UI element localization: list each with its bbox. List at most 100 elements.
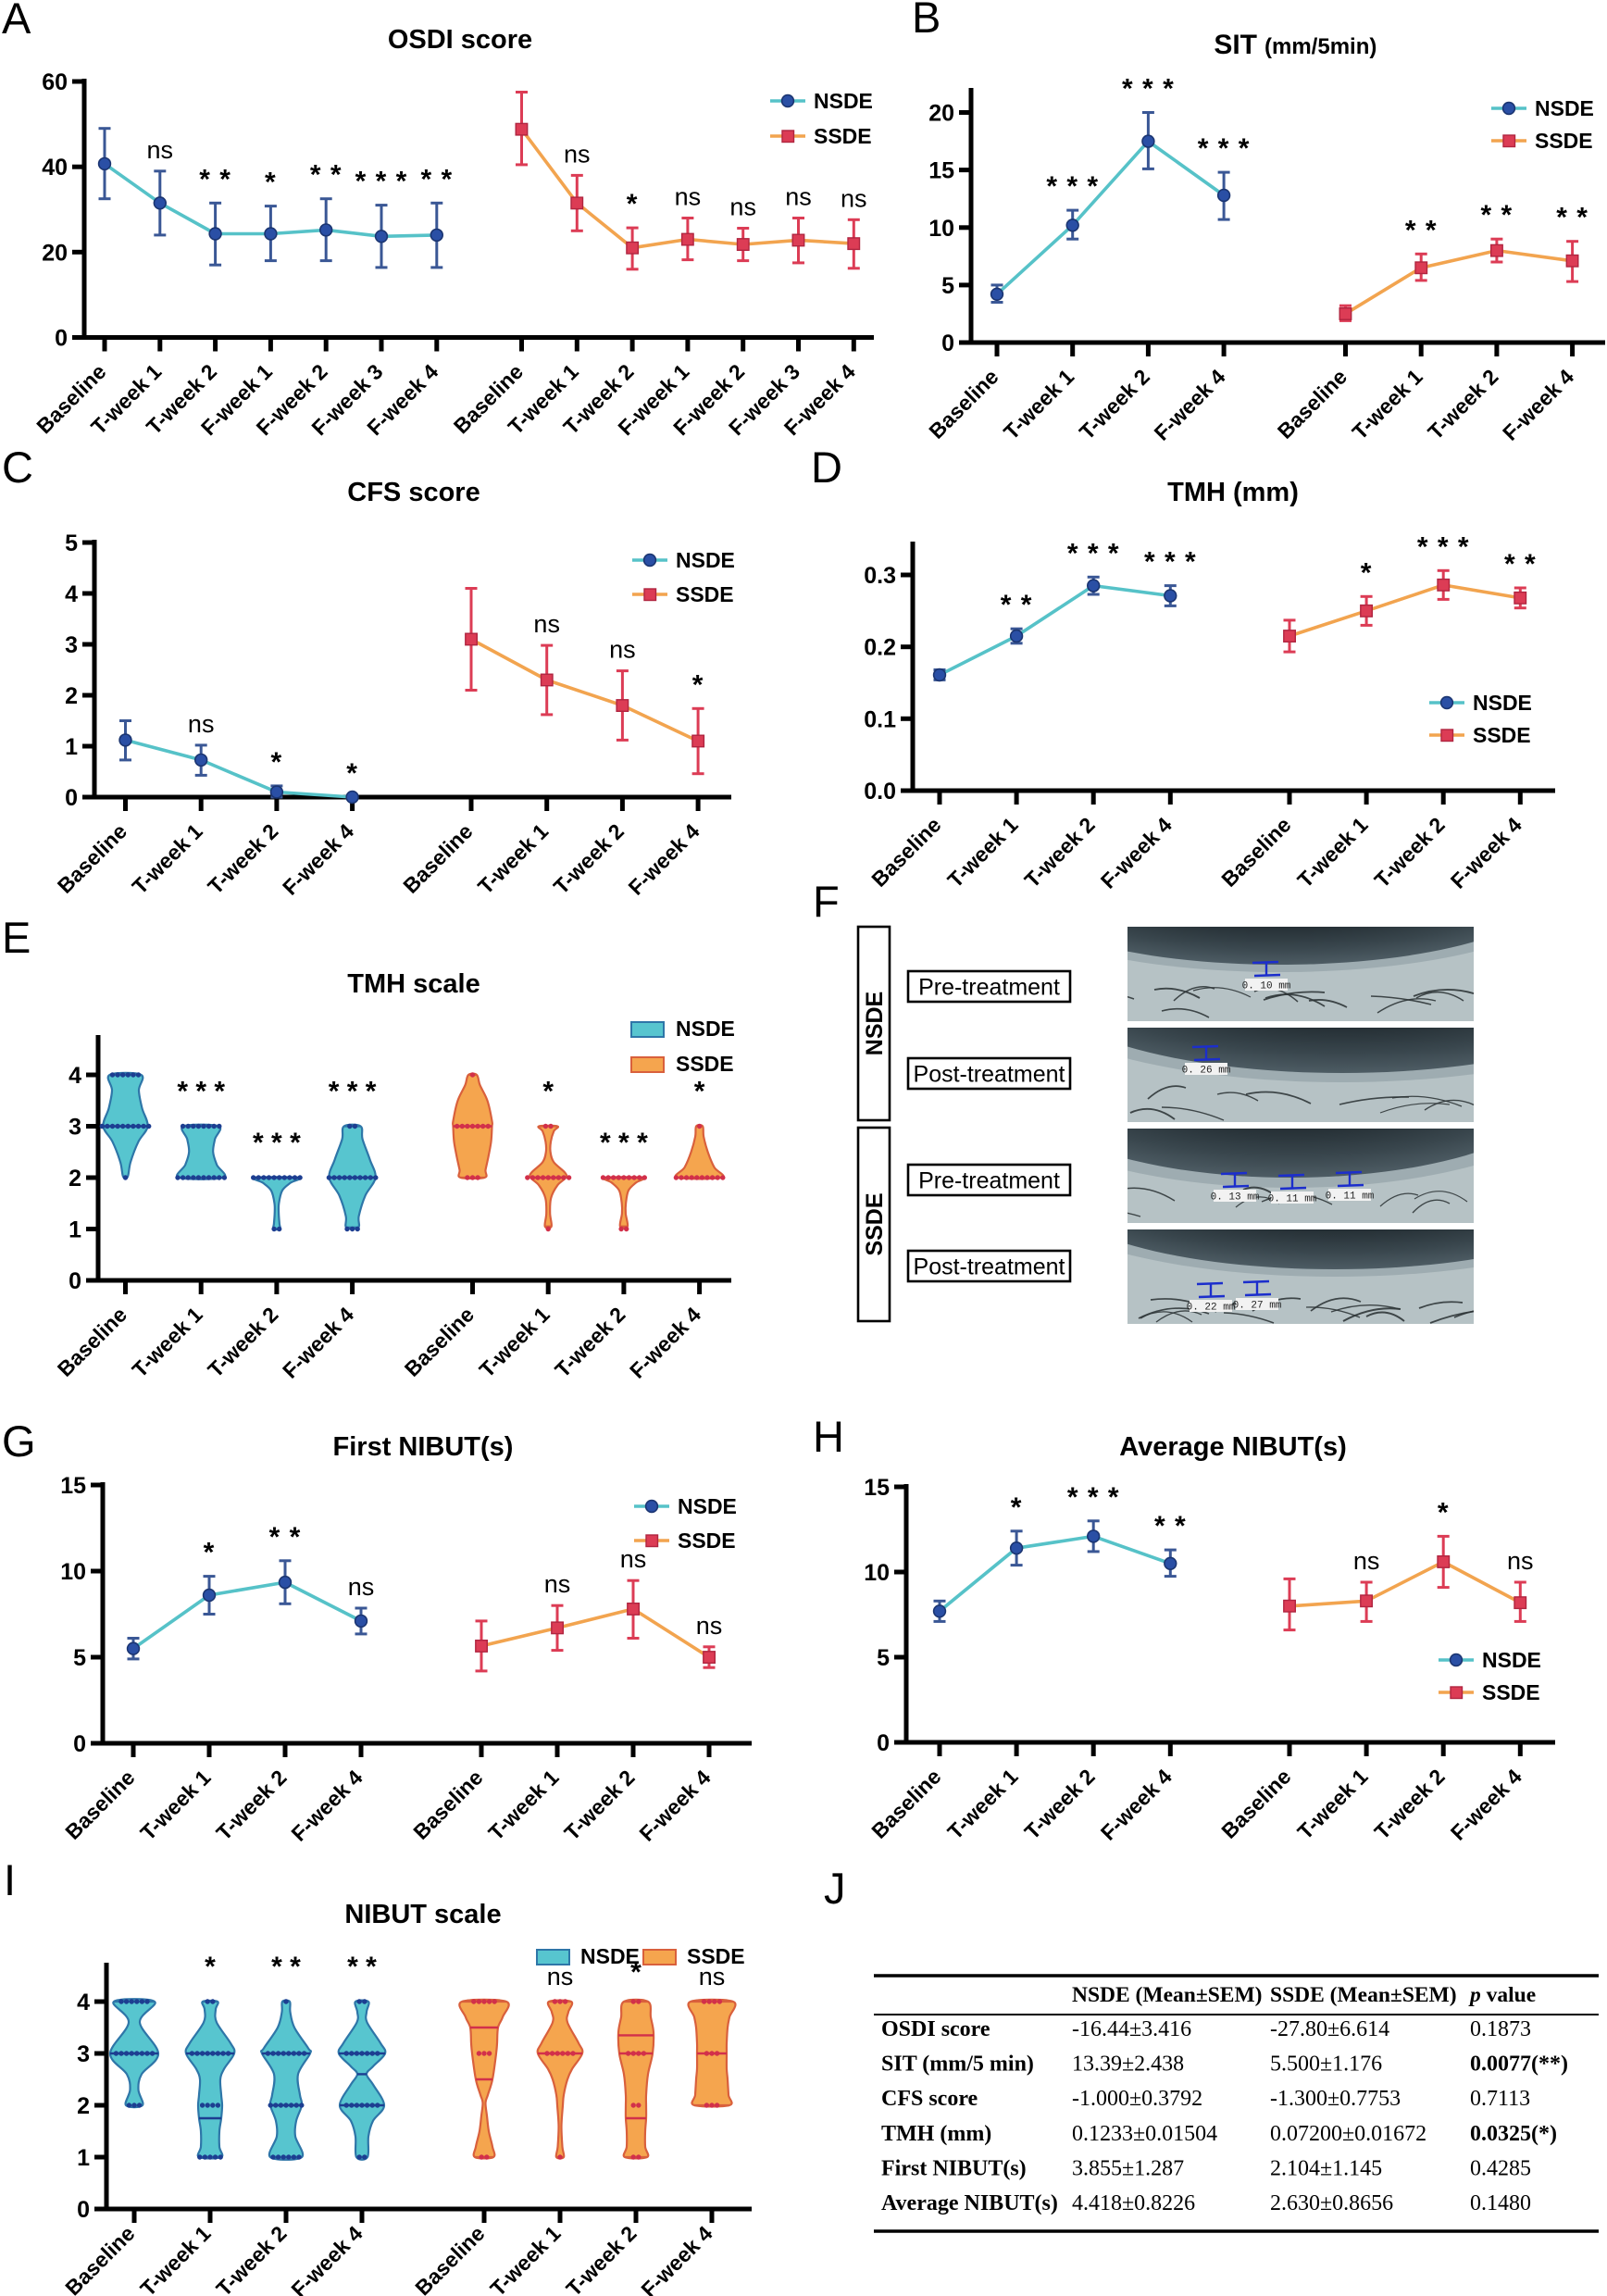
svg-text:*: * (542, 1077, 554, 1107)
svg-text:* * *: * * * (1067, 538, 1120, 568)
svg-text:-16.44±3.416: -16.44±3.416 (1072, 2017, 1191, 2041)
svg-text:*: * (1011, 1492, 1023, 1523)
svg-text:NSDE: NSDE (862, 992, 888, 1055)
svg-text:SSDE: SSDE (678, 1529, 736, 1553)
svg-text:SSDE: SSDE (1473, 723, 1531, 747)
svg-text:ns: ns (841, 184, 867, 212)
svg-text:T-week 1: T-week 1 (135, 2221, 215, 2296)
svg-text:ns: ns (544, 1570, 571, 1598)
svg-text:I: I (4, 1855, 16, 1904)
svg-text:SSDE: SSDE (1535, 129, 1593, 153)
svg-text:T-week 2: T-week 2 (549, 819, 629, 899)
svg-text:T-week 2: T-week 2 (559, 1766, 639, 1845)
svg-text:0. 26 mm: 0. 26 mm (1182, 1066, 1231, 1077)
svg-text:Baseline: Baseline (53, 819, 131, 898)
svg-text:First NIBUT(s): First NIBUT(s) (881, 2156, 1027, 2180)
svg-text:F-week 4: F-week 4 (634, 1766, 715, 1846)
svg-text:p value: p value (1468, 1983, 1536, 2007)
svg-text:* * *: * * * (177, 1077, 225, 1107)
svg-text:SSDE: SSDE (676, 1052, 734, 1076)
svg-text:SSDE: SSDE (676, 582, 734, 606)
svg-text:NSDE: NSDE (676, 548, 735, 572)
svg-text:ns: ns (564, 140, 591, 168)
svg-text:0.0: 0.0 (864, 779, 896, 805)
svg-text:E: E (2, 913, 31, 962)
svg-text:F-week 4: F-week 4 (286, 2221, 367, 2296)
svg-text:F-week 4: F-week 4 (278, 1303, 358, 1383)
svg-text:*: * (630, 1957, 642, 1988)
svg-text:2: 2 (77, 2093, 90, 2119)
svg-text:F: F (813, 877, 840, 926)
svg-text:0. 11 mm: 0. 11 mm (1268, 1194, 1317, 1205)
svg-text:T-week 2: T-week 2 (1370, 813, 1450, 892)
svg-text:ns: ns (696, 1612, 723, 1640)
svg-text:NSDE: NSDE (676, 1017, 735, 1041)
svg-text:2: 2 (69, 1166, 81, 1192)
svg-text:5.500±1.176: 5.500±1.176 (1270, 2053, 1382, 2077)
svg-text:20: 20 (42, 240, 68, 266)
svg-text:SSDE: SSDE (1482, 1680, 1540, 1704)
svg-text:* * *: * * * (1046, 171, 1099, 202)
svg-text:* *: * * (271, 1952, 301, 1982)
svg-text:Baseline: Baseline (1216, 1765, 1295, 1843)
svg-text:T-week 2: T-week 2 (1423, 365, 1502, 444)
svg-text:* * *: * * * (1417, 531, 1470, 562)
svg-text:3: 3 (65, 632, 78, 658)
svg-text:0: 0 (941, 331, 954, 356)
svg-text:40: 40 (42, 155, 68, 181)
svg-text:*: * (271, 747, 283, 778)
svg-text:2: 2 (65, 683, 78, 709)
svg-text:0.4285: 0.4285 (1470, 2156, 1531, 2180)
svg-text:F-week 4: F-week 4 (1150, 365, 1230, 445)
svg-text:ns: ns (533, 610, 560, 638)
svg-text:Pre-treatment: Pre-treatment (918, 1168, 1060, 1194)
svg-text:0.1: 0.1 (864, 706, 896, 732)
svg-text:TMH scale: TMH scale (347, 969, 480, 999)
svg-text:* *: * * (1481, 200, 1514, 231)
svg-text:0. 11 mm: 0. 11 mm (1326, 1192, 1375, 1203)
svg-text:* * *: * * * (600, 1128, 648, 1158)
svg-text:T-week 1: T-week 1 (135, 1766, 215, 1845)
svg-text:* *: * * (1001, 590, 1033, 620)
svg-text:NSDE: NSDE (1482, 1648, 1541, 1672)
svg-text:0: 0 (55, 326, 68, 352)
svg-text:*: * (346, 758, 358, 789)
svg-text:0: 0 (69, 1268, 81, 1294)
svg-text:ns: ns (547, 1963, 574, 1990)
svg-text:* * *: * * * (1122, 74, 1175, 105)
svg-text:*: * (627, 189, 639, 219)
svg-text:* * *: * * * (1144, 547, 1197, 578)
svg-text:ns: ns (620, 1545, 647, 1573)
svg-text:1: 1 (65, 734, 78, 760)
svg-text:0.0077(**): 0.0077(**) (1470, 2053, 1568, 2077)
svg-text:F-week 4: F-week 4 (1498, 365, 1578, 445)
svg-text:T-week 1: T-week 1 (1292, 813, 1372, 892)
svg-text:NSDE: NSDE (1535, 96, 1594, 120)
svg-text:4.418±0.8226: 4.418±0.8226 (1072, 2191, 1195, 2215)
svg-text:0. 27 mm: 0. 27 mm (1233, 1301, 1282, 1312)
svg-text:13.39±2.438: 13.39±2.438 (1072, 2053, 1184, 2077)
svg-text:4: 4 (77, 1990, 90, 2015)
svg-text:ns: ns (729, 193, 756, 221)
svg-text:Baseline: Baseline (408, 1766, 487, 1844)
svg-text:2.104±1.145: 2.104±1.145 (1270, 2156, 1382, 2180)
svg-text:(mm/5min): (mm/5min) (1264, 34, 1377, 59)
svg-text:OSDI score: OSDI score (388, 25, 532, 55)
svg-text:0.1873: 0.1873 (1470, 2017, 1531, 2041)
svg-text:Baseline: Baseline (53, 1303, 131, 1381)
svg-text:5: 5 (65, 530, 78, 556)
svg-text:3.855±1.287: 3.855±1.287 (1072, 2156, 1184, 2180)
svg-text:10: 10 (60, 1559, 86, 1585)
svg-text:CFS score: CFS score (881, 2087, 978, 2111)
svg-text:* * *: * * * (1067, 1482, 1120, 1513)
svg-text:T-week 1: T-week 1 (999, 365, 1078, 444)
svg-text:T-week 2: T-week 2 (550, 1303, 629, 1382)
svg-text:* *: * * (1405, 215, 1438, 245)
svg-text:T-week 1: T-week 1 (473, 819, 553, 899)
svg-text:* * *: * * * (1198, 133, 1251, 164)
svg-text:H: H (813, 1412, 844, 1461)
svg-text:Baseline: Baseline (60, 1766, 139, 1844)
svg-text:T-week 2: T-week 2 (1020, 1765, 1100, 1844)
svg-text:0.3: 0.3 (864, 563, 896, 589)
svg-text:3: 3 (77, 2041, 90, 2067)
